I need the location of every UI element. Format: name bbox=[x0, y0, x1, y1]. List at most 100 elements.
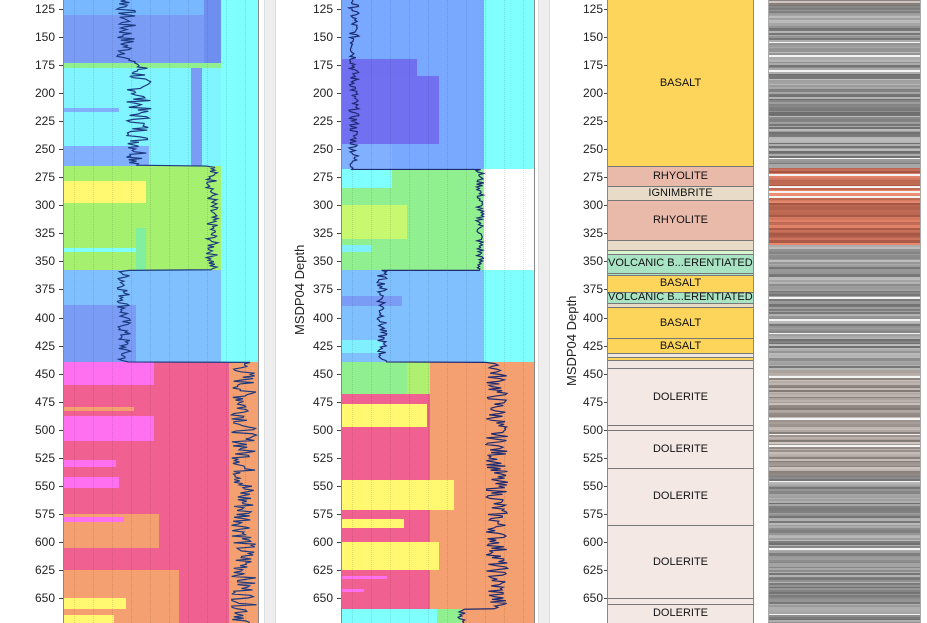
core-image-band bbox=[769, 6, 920, 9]
core-image-band bbox=[769, 361, 920, 364]
lithology-interval[interactable] bbox=[608, 337, 753, 354]
lithology-interval[interactable] bbox=[608, 525, 753, 598]
core-image-band bbox=[769, 123, 920, 126]
core-image-band bbox=[769, 423, 920, 426]
lithology-label: VOLCANIC B...ERENTIATED) bbox=[608, 291, 753, 304]
lithology-interval[interactable] bbox=[608, 274, 753, 292]
core-image-band bbox=[769, 108, 920, 111]
lithology-interval[interactable] bbox=[608, 307, 753, 338]
lithology-interval[interactable] bbox=[608, 429, 753, 468]
scrollbar-2[interactable] bbox=[538, 0, 550, 623]
lithology-interval[interactable] bbox=[608, 356, 753, 361]
core-image-band bbox=[769, 261, 920, 264]
y-tick-label: 625 bbox=[582, 562, 603, 577]
core-image-band bbox=[769, 537, 920, 540]
lithology-interval[interactable] bbox=[608, 603, 753, 623]
y-tick-mark bbox=[59, 289, 63, 291]
lithology-interval[interactable] bbox=[608, 186, 753, 200]
y-tick-label: 325 bbox=[34, 226, 55, 241]
grid-line bbox=[428, 0, 429, 623]
grid-line bbox=[352, 0, 353, 623]
core-image-band bbox=[769, 342, 920, 345]
core-image-band bbox=[769, 494, 920, 497]
core-image-band bbox=[769, 54, 920, 57]
core-image-band bbox=[769, 514, 920, 517]
y-tick-mark bbox=[337, 289, 341, 291]
facies-block bbox=[64, 569, 179, 623]
y-tick-label: 375 bbox=[312, 282, 333, 297]
core-image-band bbox=[769, 7, 920, 10]
log-curve bbox=[114, 0, 258, 623]
lithology-interval[interactable] bbox=[608, 291, 753, 303]
core-image-band bbox=[769, 403, 920, 406]
lithology-interval[interactable] bbox=[608, 467, 753, 526]
lithology-interval[interactable] bbox=[608, 272, 753, 275]
y-tick-mark bbox=[604, 513, 608, 515]
facies-block bbox=[342, 76, 439, 144]
core-image-band bbox=[769, 373, 920, 376]
lithology-interval[interactable] bbox=[608, 0, 753, 167]
lithology-interval[interactable] bbox=[608, 360, 753, 368]
core-image-band bbox=[769, 551, 920, 554]
lithology-interval[interactable] bbox=[608, 302, 753, 308]
core-image-band bbox=[769, 236, 920, 239]
core-image-band bbox=[769, 462, 920, 465]
core-image-band bbox=[769, 561, 920, 564]
core-image-band bbox=[769, 327, 920, 330]
core-image-band bbox=[769, 238, 920, 241]
y-tick-mark bbox=[604, 93, 608, 95]
core-image-band bbox=[769, 278, 920, 281]
core-image-band bbox=[769, 241, 920, 244]
core-image-band bbox=[769, 76, 920, 79]
core-image-band bbox=[769, 500, 920, 503]
core-image-band bbox=[769, 248, 920, 251]
y-tick-label: 150 bbox=[312, 30, 333, 45]
core-image-band bbox=[769, 605, 920, 608]
core-image-band bbox=[769, 9, 920, 12]
lithology-interval[interactable] bbox=[608, 597, 753, 604]
core-image-band bbox=[769, 480, 920, 483]
lithology-interval[interactable] bbox=[608, 425, 753, 430]
lithology-interval[interactable] bbox=[608, 353, 753, 357]
core-image-band bbox=[769, 558, 920, 561]
lithology-interval[interactable] bbox=[608, 240, 753, 251]
core-image-band bbox=[769, 312, 920, 315]
core-image-band bbox=[769, 418, 920, 421]
core-image-band bbox=[769, 364, 920, 367]
core-image-band bbox=[769, 17, 920, 20]
facies-block bbox=[342, 519, 404, 529]
y-tick-label: 475 bbox=[582, 394, 603, 409]
core-image-band bbox=[769, 612, 920, 615]
y-tick-label: 525 bbox=[34, 450, 55, 465]
scrollbar-1[interactable] bbox=[264, 0, 276, 623]
facies-block bbox=[64, 362, 154, 385]
core-image-band bbox=[769, 541, 920, 544]
lithology-interval[interactable] bbox=[608, 250, 753, 254]
core-image-band bbox=[769, 346, 920, 349]
core-image-band bbox=[769, 492, 920, 495]
core-image-band bbox=[769, 413, 920, 416]
y-tick-label: 550 bbox=[34, 478, 55, 493]
core-image-band bbox=[769, 443, 920, 446]
y-tick-label: 425 bbox=[582, 338, 603, 353]
y-tick-label: 275 bbox=[582, 170, 603, 185]
lithology-interval[interactable] bbox=[608, 253, 753, 273]
core-image-band bbox=[769, 613, 920, 616]
core-image-band bbox=[769, 90, 920, 93]
facies-block bbox=[64, 407, 134, 411]
lithology-interval[interactable] bbox=[608, 166, 753, 187]
facies-block bbox=[64, 614, 114, 623]
core-image-band bbox=[769, 4, 920, 7]
lithology-interval[interactable] bbox=[608, 368, 753, 426]
core-image-band bbox=[769, 189, 920, 192]
core-image-band bbox=[769, 230, 920, 232]
core-image-band bbox=[769, 80, 920, 83]
core-image-band bbox=[769, 26, 920, 29]
lithology-interval[interactable] bbox=[608, 199, 753, 241]
core-image-band bbox=[769, 167, 920, 170]
facies-block bbox=[64, 517, 124, 522]
facies-block bbox=[64, 597, 126, 610]
y-tick-mark bbox=[59, 93, 63, 95]
core-image-band bbox=[769, 46, 920, 49]
y-tick-mark bbox=[604, 205, 608, 207]
